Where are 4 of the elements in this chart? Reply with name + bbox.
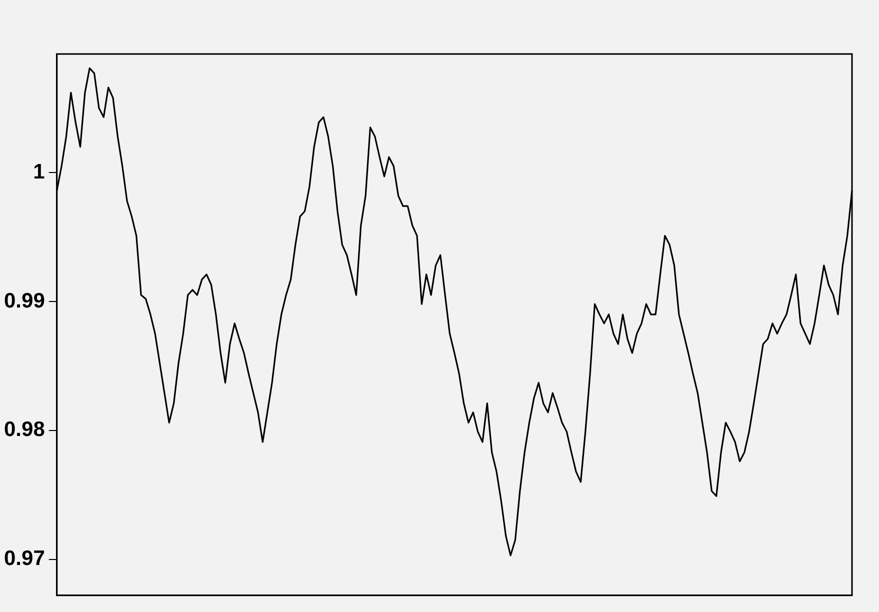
y-tick-label: 0.99	[4, 289, 45, 312]
y-tick-label: 0.98	[4, 418, 46, 442]
y-tick-label: 0.97	[4, 547, 45, 570]
y-tick-label: 1	[33, 160, 46, 184]
